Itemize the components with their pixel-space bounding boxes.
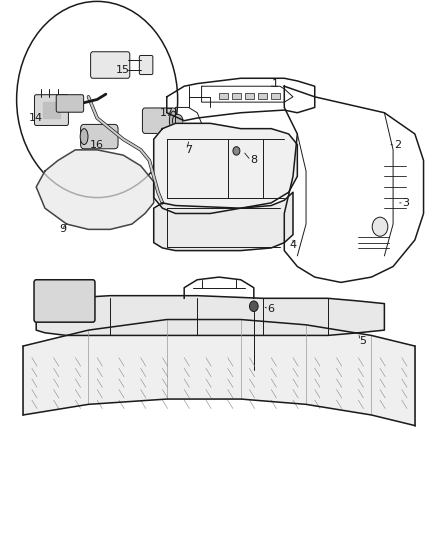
Text: 2: 2	[394, 140, 401, 150]
Circle shape	[173, 114, 183, 127]
Circle shape	[233, 147, 240, 155]
Polygon shape	[154, 123, 297, 214]
Text: 16: 16	[90, 140, 104, 150]
Circle shape	[372, 217, 388, 236]
Text: 1: 1	[272, 78, 279, 88]
Text: 15: 15	[116, 66, 130, 75]
FancyBboxPatch shape	[35, 95, 68, 125]
Ellipse shape	[170, 111, 177, 130]
FancyBboxPatch shape	[81, 124, 118, 149]
Bar	[258, 93, 267, 100]
Polygon shape	[154, 192, 293, 251]
Polygon shape	[36, 296, 385, 335]
Circle shape	[250, 301, 258, 312]
Text: 8: 8	[250, 156, 258, 165]
Text: 7: 7	[185, 145, 192, 155]
FancyBboxPatch shape	[34, 280, 95, 322]
Bar	[271, 93, 280, 100]
FancyBboxPatch shape	[91, 52, 130, 78]
Polygon shape	[36, 150, 154, 229]
Text: 4: 4	[290, 240, 297, 251]
Text: 6: 6	[268, 304, 275, 314]
Text: 5: 5	[359, 336, 366, 346]
FancyBboxPatch shape	[139, 55, 153, 75]
Bar	[245, 93, 254, 100]
Polygon shape	[23, 319, 415, 425]
FancyBboxPatch shape	[56, 95, 84, 112]
Bar	[219, 93, 228, 100]
Text: 3: 3	[403, 198, 410, 208]
Bar	[232, 93, 241, 100]
Ellipse shape	[80, 128, 88, 144]
Text: 17: 17	[160, 108, 174, 118]
Text: 14: 14	[29, 113, 43, 123]
Text: 9: 9	[59, 224, 66, 235]
FancyBboxPatch shape	[142, 108, 176, 133]
Polygon shape	[43, 102, 60, 118]
